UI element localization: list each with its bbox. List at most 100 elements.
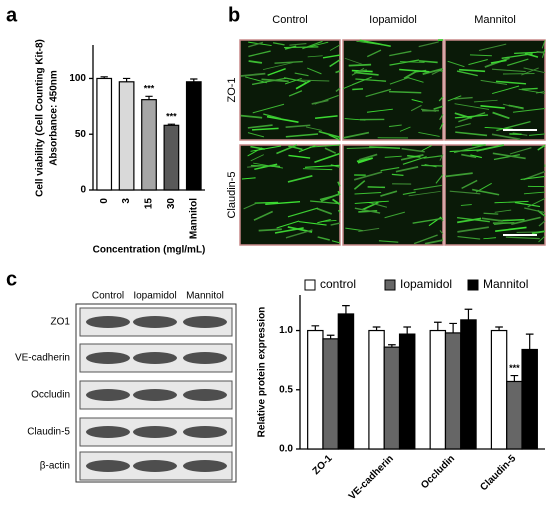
- cell-edge: [507, 58, 529, 67]
- cell-edge: [335, 87, 341, 93]
- cell-edge: [302, 168, 333, 171]
- micrograph: [239, 39, 341, 141]
- cell-edge: [395, 166, 419, 173]
- cell-edge: [356, 157, 370, 163]
- cell-edge: [251, 77, 287, 86]
- blot-band: [133, 316, 177, 328]
- cell-edge: [287, 174, 313, 183]
- blot-band: [183, 389, 227, 401]
- cell-edge: [388, 124, 402, 128]
- cell-edge: [441, 219, 444, 222]
- cell-edge: [388, 90, 422, 94]
- blot-band: [133, 460, 177, 472]
- cell-edge: [384, 211, 406, 219]
- blot-band: [183, 352, 227, 364]
- cell-edge: [322, 54, 341, 59]
- cell-edge: [528, 133, 546, 136]
- x-tick-label: Occludin: [419, 453, 457, 491]
- cell-edge: [457, 236, 481, 240]
- annotation: ***: [509, 363, 520, 373]
- cell-edge: [472, 188, 500, 196]
- bar: [429, 329, 447, 450]
- cell-edge: [241, 177, 256, 180]
- error-bar: [167, 123, 176, 126]
- cell-edge: [384, 155, 402, 158]
- cell-edge: [538, 235, 546, 243]
- cell-edge: [332, 198, 341, 206]
- cell-edge: [243, 202, 257, 210]
- cell-edge: [389, 76, 410, 85]
- cell-edge: [411, 99, 423, 103]
- cell-edge: [306, 67, 322, 75]
- cell-edge: [287, 207, 318, 218]
- blot-band: [86, 316, 130, 328]
- error-bar: [388, 344, 396, 348]
- x-tick-label: 15: [144, 198, 155, 210]
- cell-edge: [240, 114, 263, 119]
- cell-edge: [288, 90, 303, 97]
- cell-edge: [254, 201, 279, 204]
- cell-edge: [538, 220, 546, 227]
- cell-edge: [345, 227, 364, 232]
- cell-edge: [276, 220, 300, 229]
- cell-edge: [355, 71, 379, 76]
- cell-edge: [454, 96, 473, 100]
- cell-edge: [454, 103, 490, 110]
- cell-edge: [274, 60, 303, 64]
- cell-edge: [447, 95, 462, 102]
- micrograph-bg: [444, 144, 546, 246]
- error-bar: [122, 77, 131, 82]
- cell-edge: [401, 147, 425, 153]
- cell-edge: [537, 144, 546, 151]
- blot-band: [183, 426, 227, 438]
- blot-row-label: Occludin: [31, 390, 70, 401]
- cell-edge: [314, 115, 338, 119]
- cell-edge: [311, 99, 329, 105]
- error-bar: [525, 333, 534, 350]
- cell-edge: [492, 85, 520, 95]
- cell-edge: [253, 210, 274, 221]
- cell-edge: [240, 72, 266, 77]
- cell-edge: [457, 226, 489, 233]
- cell-edge: [328, 134, 341, 141]
- cell-edge: [435, 174, 444, 184]
- cell-edge: [476, 144, 505, 152]
- cell-edge: [314, 152, 341, 163]
- cell-edge: [418, 60, 438, 64]
- error-bar: [510, 374, 519, 382]
- bar: [307, 329, 324, 450]
- cell-edge: [351, 76, 372, 86]
- cell-edge: [337, 209, 341, 213]
- cell-edge: [378, 240, 399, 243]
- bar: [490, 329, 508, 450]
- cell-edge: [307, 55, 323, 58]
- cell-edge: [524, 207, 546, 214]
- cell-edge: [324, 147, 337, 154]
- error-bar: [342, 305, 350, 314]
- blot-row-label: VE-cadherin: [15, 353, 70, 364]
- image-column-label: Mannitol: [474, 14, 516, 26]
- cell-edge: [470, 154, 482, 159]
- cell-edge: [284, 78, 302, 85]
- micrograph-bg: [239, 39, 341, 141]
- cell-edge: [389, 59, 420, 66]
- cell-edge: [413, 234, 438, 245]
- legend-swatch: [467, 279, 479, 291]
- panel-label: c: [6, 268, 17, 290]
- cell-edge: [461, 153, 477, 159]
- cell-edge: [402, 191, 416, 196]
- blot-row-label: ZO1: [51, 317, 71, 328]
- cell-edge: [250, 145, 265, 150]
- cell-edge: [483, 212, 499, 215]
- x-tick-label: VE-cadherin: [347, 453, 396, 502]
- error-bar: [403, 326, 412, 335]
- cell-edge: [318, 130, 341, 139]
- cell-edge: [352, 88, 364, 91]
- cell-edge: [247, 147, 263, 157]
- annotation: ***: [166, 112, 177, 122]
- cell-edge: [380, 166, 400, 172]
- legend-swatch: [304, 279, 316, 291]
- cell-edge: [454, 114, 489, 119]
- error-bar: [145, 95, 153, 100]
